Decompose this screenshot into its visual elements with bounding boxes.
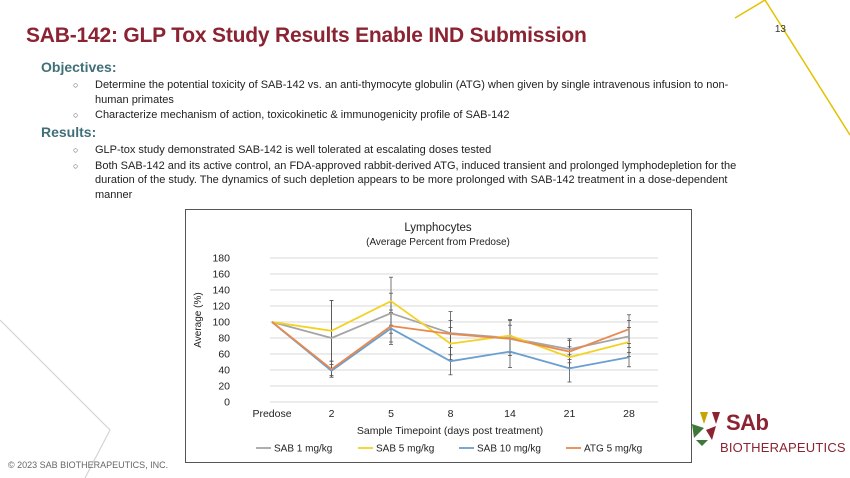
objective-text: Determine the potential toxicity of SAB-… [95,79,729,106]
copyright-text: © 2023 SAB BIOTHERAPEUTICS, INC. [8,460,169,470]
x-tick-label: 28 [623,408,635,420]
objective-item: ○ Determine the potential toxicity of SAB… [70,78,760,107]
objectives-heading: Objectives: [41,59,117,75]
x-axis-label: Sample Timepoint (days post treatment) [357,425,543,437]
series-line [271,321,630,372]
results-list: ○ GLP-tox study demonstrated SAB-142 is w… [70,143,760,203]
series-line-layer [271,300,630,372]
legend-label: SAB 10 mg/kg [477,444,541,455]
company-logo: SAb BIOTHERAPEUTICS [690,408,846,458]
result-item: ○ Both SAB-142 and its active control, an… [70,159,760,203]
results-heading: Results: [41,124,97,140]
circle-bullet-icon: ○ [73,145,79,155]
page-title: SAB-142: GLP Tox Study Results Enable IN… [26,24,587,47]
tick-label-layer: 0 20 40 60 80 100 120 140 160 180 Predose 2 5 8 14 21 28 [212,253,635,421]
y-tick-label: 100 [212,317,230,329]
lymphocytes-chart: Lymphocytes (Average Percent from Predos… [185,209,692,463]
result-item: ○ GLP-tox study demonstrated SAB-142 is w… [70,143,760,158]
result-text: Both SAB-142 and its active control, an … [95,159,737,201]
y-tick-label: 60 [218,349,230,361]
circle-bullet-icon: ○ [73,160,79,171]
series-line [271,300,630,359]
y-tick-label: 140 [212,285,230,297]
circle-bullet-icon: ○ [73,80,79,90]
x-tick-label: 21 [564,408,576,420]
y-axis-label: Average (%) [193,292,204,347]
y-tick-label: 20 [218,381,230,393]
x-tick-label: Predose [252,408,291,420]
y-tick-label: 160 [212,269,230,281]
legend-label: SAB 1 mg/kg [274,444,332,455]
logo-text: BIOTHERAPEUTICS [720,440,846,455]
y-tick-label: 0 [224,397,230,409]
y-tick-label: 120 [212,301,230,313]
chart-canvas: Lymphocytes (Average Percent from Predos… [193,222,658,455]
series-line [271,321,630,371]
error-bar-layer [329,276,631,383]
x-tick-label: 2 [329,408,335,420]
chart-title: Lymphocytes [404,222,472,234]
y-tick-label: 80 [218,333,230,345]
page-number: 13 [774,24,786,35]
objectives-list: ○ Determine the potential toxicity of SAB… [70,78,760,124]
y-tick-label: 40 [218,365,230,377]
y-tick-label: 180 [212,253,230,265]
objective-text: Characterize mechanism of action, toxico… [95,109,510,121]
circle-bullet-icon: ○ [73,110,79,120]
chart-subtitle: (Average Percent from Predose) [366,237,510,248]
logo-mark-text: SAb [726,410,769,435]
legend-label: ATG 5 mg/kg [584,444,642,455]
objective-item: ○ Characterize mechanism of action, toxic… [70,108,760,123]
x-tick-label: 8 [448,408,454,420]
legend: SAB 1 mg/kg SAB 5 mg/kg SAB 10 mg/kg ATG 5 … [256,444,642,455]
result-text: GLP-tox study demonstrated SAB-142 is we… [95,144,492,156]
logo-mark-icon [692,412,720,446]
legend-label: SAB 5 mg/kg [376,444,434,455]
x-tick-label: 14 [504,408,516,420]
grid-layer [270,257,658,403]
x-tick-label: 5 [388,408,394,420]
